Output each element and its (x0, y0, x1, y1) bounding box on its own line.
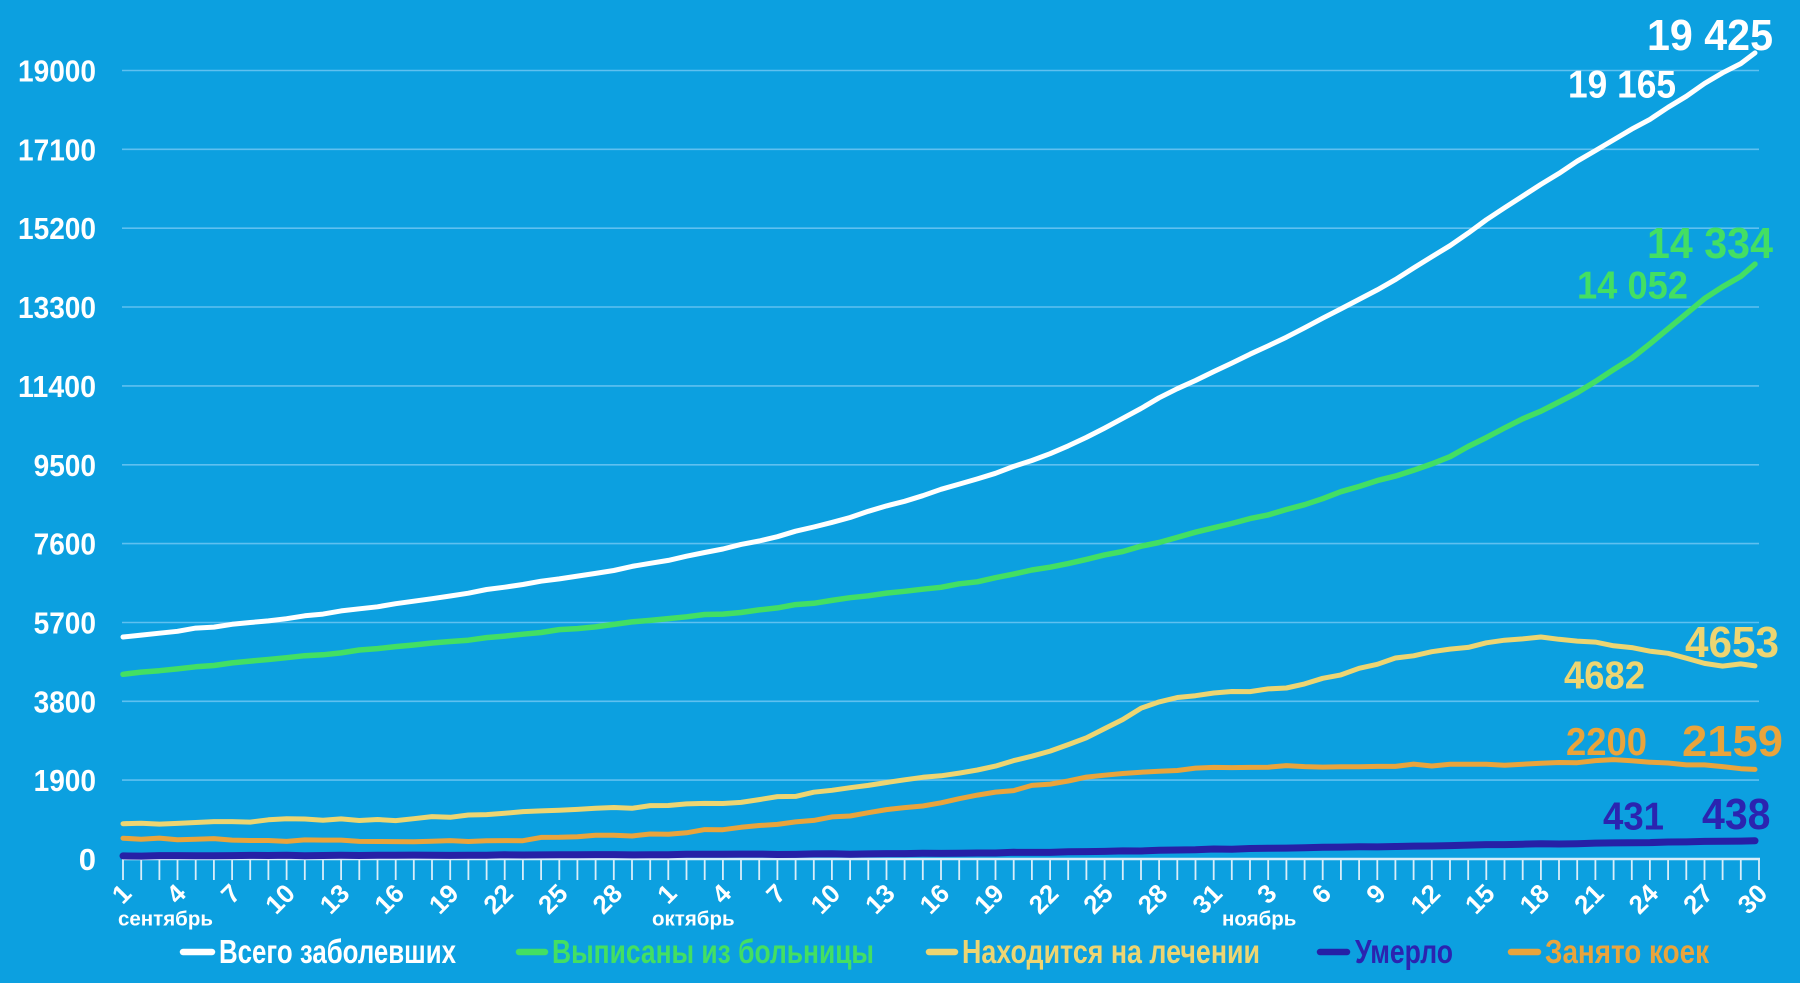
svg-text:438: 438 (1702, 790, 1771, 839)
svg-text:14 334: 14 334 (1647, 219, 1773, 268)
svg-text:2200: 2200 (1566, 721, 1647, 764)
svg-text:Занято коек: Занято коек (1545, 933, 1709, 970)
svg-text:2159: 2159 (1682, 717, 1783, 766)
svg-text:15200: 15200 (18, 211, 96, 246)
svg-text:14 052: 14 052 (1577, 265, 1688, 308)
svg-text:19 165: 19 165 (1568, 64, 1676, 107)
svg-text:Выписаны из больницы: Выписаны из больницы (552, 933, 874, 970)
svg-text:431: 431 (1603, 796, 1664, 839)
svg-text:17100: 17100 (18, 132, 96, 167)
svg-text:7600: 7600 (34, 527, 96, 562)
svg-text:Находится на лечении: Находится на лечении (962, 933, 1260, 970)
svg-text:Всего заболевших: Всего заболевших (219, 933, 457, 970)
svg-text:19000: 19000 (18, 54, 96, 89)
svg-text:5700: 5700 (34, 606, 96, 641)
svg-text:9500: 9500 (34, 448, 96, 483)
svg-text:19 425: 19 425 (1647, 11, 1773, 60)
svg-text:сентябрь: сентябрь (118, 908, 213, 931)
svg-text:0: 0 (79, 842, 96, 877)
svg-text:13300: 13300 (18, 290, 96, 325)
svg-text:4682: 4682 (1564, 655, 1645, 698)
svg-text:1900: 1900 (34, 763, 96, 798)
svg-text:Умерло: Умерло (1355, 933, 1453, 970)
svg-text:11400: 11400 (18, 369, 96, 404)
svg-text:октябрь: октябрь (652, 908, 735, 931)
svg-text:3800: 3800 (34, 684, 96, 719)
svg-text:ноябрь: ноябрь (1222, 908, 1296, 931)
svg-text:4653: 4653 (1685, 618, 1779, 667)
